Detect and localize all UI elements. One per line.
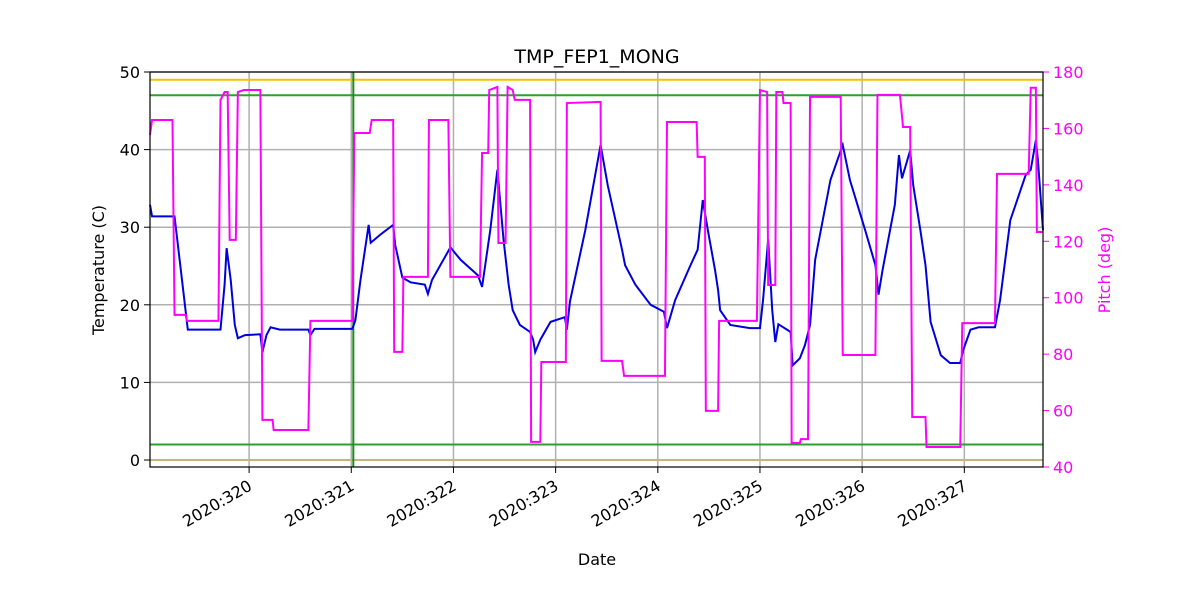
x-tick-label: 2020:324 <box>588 476 664 531</box>
y2-axis-label: Pitch (deg) <box>1095 227 1114 314</box>
y-tick-label: 20 <box>120 296 140 315</box>
x-tick-label: 2020:325 <box>690 476 766 531</box>
data-line <box>149 85 1043 448</box>
x-tick-label: 2020:320 <box>179 476 255 531</box>
x-tick-label: 2020:326 <box>792 476 868 531</box>
y2-tick-label: 80 <box>1053 345 1073 364</box>
x-tick-label: 2020:323 <box>486 476 562 531</box>
y-tick-label: 30 <box>120 218 140 237</box>
x-axis-label: Date <box>578 550 616 569</box>
x-tick-label: 2020:321 <box>281 476 357 531</box>
y2-tick-label: 160 <box>1053 119 1084 138</box>
y-axis-label: Temperature (C) <box>89 205 108 336</box>
x-tick-label: 2020:322 <box>384 476 460 531</box>
y2-tick-label: 100 <box>1053 289 1084 308</box>
y2-tick-label: 180 <box>1053 63 1084 82</box>
plot-frame <box>149 71 1044 468</box>
y-tick-label: 10 <box>120 373 140 392</box>
y2-tick-label: 120 <box>1053 232 1084 251</box>
y-tick-label: 50 <box>120 63 140 82</box>
y-tick-label: 40 <box>120 141 140 160</box>
data-line <box>149 140 1044 368</box>
y2-tick-label: 140 <box>1053 176 1084 195</box>
chart-title: TMP_FEP1_MONG <box>513 46 679 68</box>
y-tick-label: 0 <box>130 451 140 470</box>
x-tick-label: 2020:327 <box>894 476 970 531</box>
y2-tick-label: 40 <box>1053 458 1073 477</box>
y2-tick-label: 60 <box>1053 402 1073 421</box>
